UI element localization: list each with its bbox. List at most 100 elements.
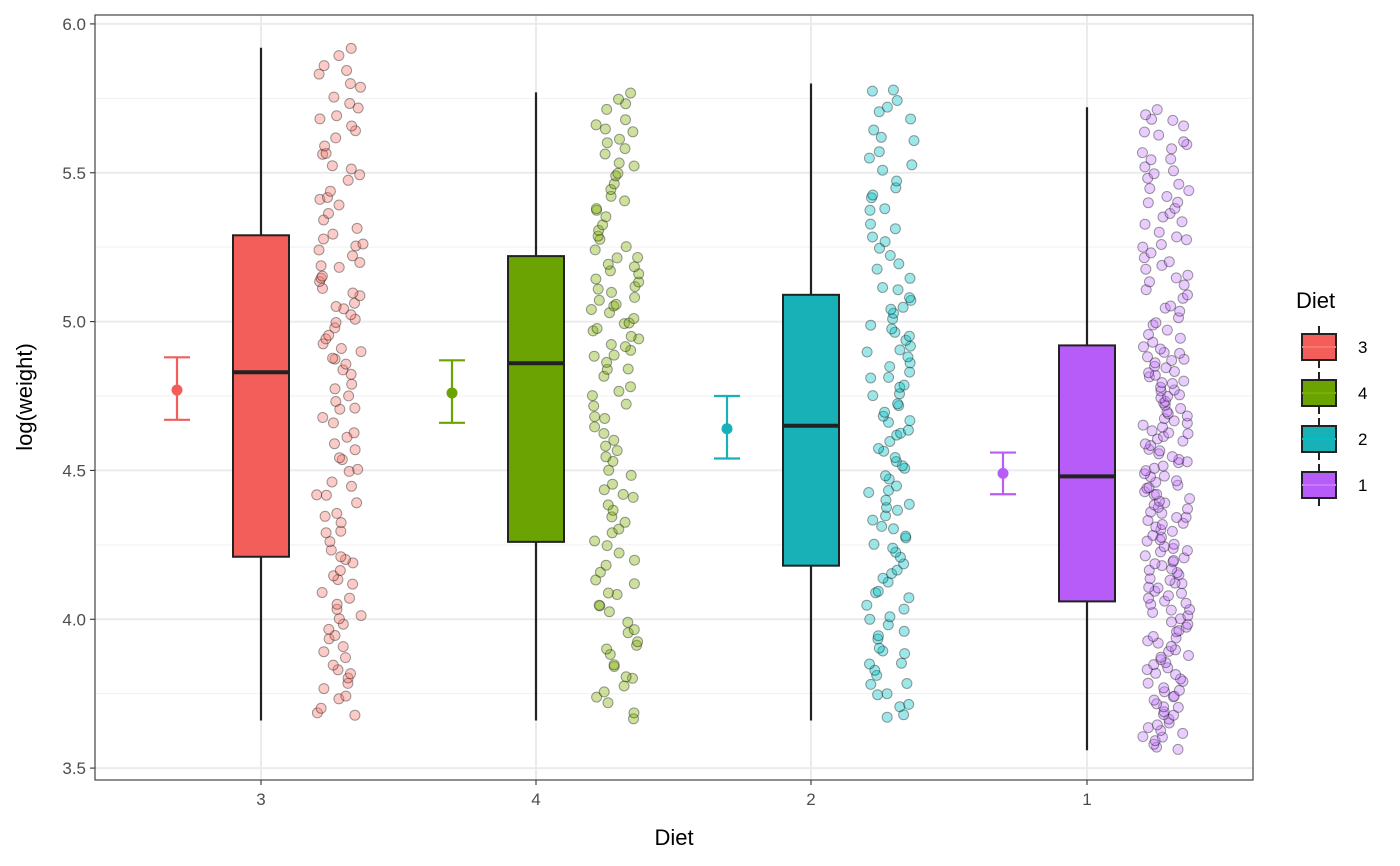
jitter-point [620,98,632,110]
jitter-point [883,485,894,496]
jitter-point [315,702,327,714]
jitter-point [892,398,904,410]
jitter-point [625,344,637,356]
jitter-point [1167,691,1179,703]
jitter-point [611,252,623,264]
jitter-point [1148,489,1160,501]
jitter-point [1175,613,1186,625]
jitter-point [1169,577,1181,589]
jitter-point [591,691,603,703]
jitter-point [347,287,359,299]
jitter-point [1166,563,1178,575]
jitter-point [900,530,912,542]
jitter-point [325,544,337,556]
jitter-point [601,137,613,149]
jitter-point [1152,637,1164,649]
mean-point [721,423,733,435]
jitter-point [891,564,903,576]
jitter-point [601,356,613,368]
jitter-point [622,363,634,375]
jitter-point [1148,694,1160,706]
jitter-point [874,242,885,254]
jitter-point [354,290,366,302]
jitter-point [1148,659,1160,671]
jitter-point [331,110,343,122]
legend-item-1: 1 [1301,464,1367,506]
jitter-point [1163,645,1175,657]
jitter-point [1149,360,1161,372]
jitter-point [1182,289,1193,301]
jitter-point [865,319,877,331]
jitter-point [1137,241,1149,253]
jitter-point [613,547,625,559]
jitter-point [1152,501,1164,513]
jitter-point [1176,216,1188,228]
jitter-point [604,307,615,319]
legend-title: Diet [1296,288,1335,313]
jitter-point [333,693,345,705]
jitter-point [1137,731,1149,743]
jitter-point [611,589,623,600]
jitter-point [904,366,916,378]
jitter-point [601,103,613,115]
jitter-point [597,219,609,231]
jitter-point [1153,495,1165,507]
jitter-point [1143,581,1155,593]
jitter-point [1168,709,1180,721]
jitter-point [1143,592,1154,604]
jitter-point [592,230,604,242]
jitter-point [881,502,892,513]
jitter-point [901,678,913,689]
jitter-point [881,101,893,113]
jitter-point [620,114,631,126]
jitter-point [1171,626,1182,638]
jitter-point [1163,717,1175,729]
jitter-point [342,677,354,689]
jitter-point [871,263,883,275]
jitter-point [628,578,640,590]
jitter-point [887,313,899,325]
jitter-point [348,427,360,439]
jitter-point [311,707,323,719]
jitter-point [608,178,620,190]
jitter-point [1147,631,1159,642]
jitter-point [1171,567,1183,579]
jitter-point [600,451,612,463]
jitter-point [1139,438,1151,450]
jitter-point [328,91,340,103]
jitter-point [898,625,910,637]
jitter-point [313,68,325,80]
jitter-point [347,250,358,262]
jitter-point [345,668,356,680]
jitter-point [1158,682,1170,694]
jitter-point [1180,511,1192,523]
jitter-point [1170,669,1182,680]
jitter-point [319,510,331,522]
jitter-point [1144,276,1155,288]
jitter-point [605,184,617,195]
jitter-point [1142,677,1154,689]
jitter-point [622,627,634,639]
jitter-point [599,148,611,160]
jitter-point [1158,541,1170,553]
jitter-point [1150,476,1162,488]
jitter-point [1175,403,1187,414]
jitter-point [1166,378,1178,389]
jitter-point [1142,722,1154,734]
jitter-point [1167,556,1179,568]
jitter-point [345,163,357,175]
jitter-point [1174,389,1185,401]
jitter-point [1171,475,1182,487]
jitter-point [330,301,342,312]
jitter-point [335,551,347,563]
x-tick-label-1: 1 [1082,790,1091,809]
jitter-point [1145,471,1156,483]
jitter-point [882,576,894,588]
jitter-point [1159,399,1171,411]
jitter-point [866,85,878,97]
jitter-point [604,648,616,660]
jitter-point [324,536,336,548]
jitter-point [1168,165,1179,177]
jitter-point [1162,590,1174,602]
jitter-point [1158,706,1170,718]
